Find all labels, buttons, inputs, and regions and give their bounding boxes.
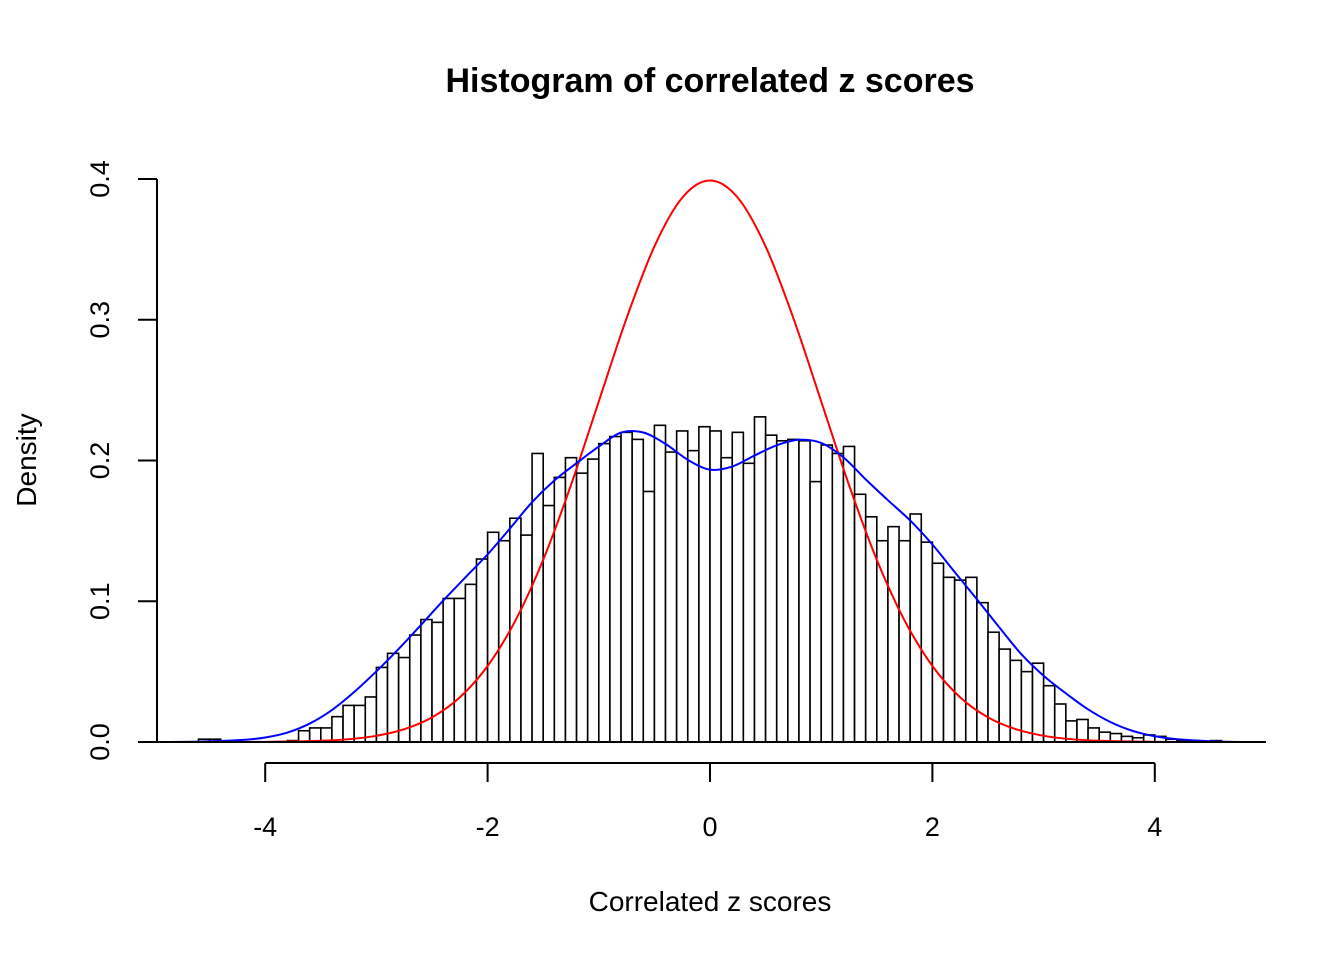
histogram-bar [431,621,444,743]
histogram-bar [709,430,722,743]
histogram-bar [675,430,689,743]
histogram-bar [509,517,522,743]
histogram-bar [1042,684,1056,743]
y-tick-label: 0.3 [85,301,115,339]
x-axis-title: Correlated z scores [589,886,832,917]
histogram-bar [353,704,367,743]
histogram-bar [686,449,700,743]
kernel-density-curve [153,429,1267,743]
histogram-bar [542,504,556,743]
histogram-bar [386,652,400,743]
histogram-bar [853,493,867,743]
normal-density-curve [153,179,1266,744]
histogram-bar [631,438,645,743]
histogram-bar [520,534,533,743]
x-tick-label: -2 [476,812,500,842]
histogram-bar [898,539,911,743]
histogram-bar [420,618,433,743]
histogram-bar [375,666,389,743]
histogram-bar [931,562,945,743]
histogram-bar [909,513,923,743]
y-tick-label: 0.4 [85,160,115,198]
histogram-bar [787,438,800,743]
histogram-bar [742,462,756,743]
histogram-bar [564,456,578,743]
histogram-bar [331,715,344,743]
histogram-bar [976,601,989,743]
histogram-bar [442,597,456,743]
histogram-bar [731,431,745,743]
histogram-bar [720,456,734,743]
histogram-bar [453,597,467,743]
histogram-bar [475,558,489,743]
histogram-bar [464,583,478,743]
y-axis-title: Density [11,413,42,506]
histogram-bar [998,648,1012,743]
density-curves [153,179,1267,744]
histogram-bar [653,424,667,743]
y-tick-label: 0.0 [85,723,115,761]
histogram-bar [1076,718,1089,743]
histogram-bar [920,541,934,743]
histogram-bar [486,531,500,743]
histogram-bar [964,576,978,743]
histogram-bar [842,445,856,743]
histogram-bar [753,416,767,743]
histogram-bar [342,704,355,743]
histogram-bar [642,490,656,743]
histogram-bar [831,452,845,743]
histogram-bar [597,442,611,743]
histogram-bar [764,434,778,743]
x-tick-label: 2 [925,812,940,842]
histogram-bar [664,451,678,743]
histogram-bar [586,458,600,743]
histogram-bar [798,439,811,743]
histogram-bar [820,444,834,743]
x-tick-label: -4 [253,812,277,842]
y-tick-label: 0.1 [85,582,115,620]
histogram-bar [609,435,622,743]
y-tick-label: 0.2 [85,442,115,480]
histogram-bar [809,480,823,743]
histogram-bar [987,631,1000,743]
histogram-bar [698,425,711,743]
histogram-bar [1053,703,1067,743]
histogram-bar [864,515,878,743]
histogram-bar [887,525,900,743]
histogram-bar [575,472,589,743]
chart-title: Histogram of correlated z scores [445,62,974,100]
axes: -4 -2 0 2 4 0.0 0.1 0.2 0.3 0.4 [85,160,1266,842]
histogram-bar [953,579,967,743]
histogram-bar [620,431,633,743]
x-tick-label: 4 [1147,812,1162,842]
histogram-bar [942,576,956,743]
x-tick-label: 0 [702,812,717,842]
histogram-bar [775,439,789,743]
